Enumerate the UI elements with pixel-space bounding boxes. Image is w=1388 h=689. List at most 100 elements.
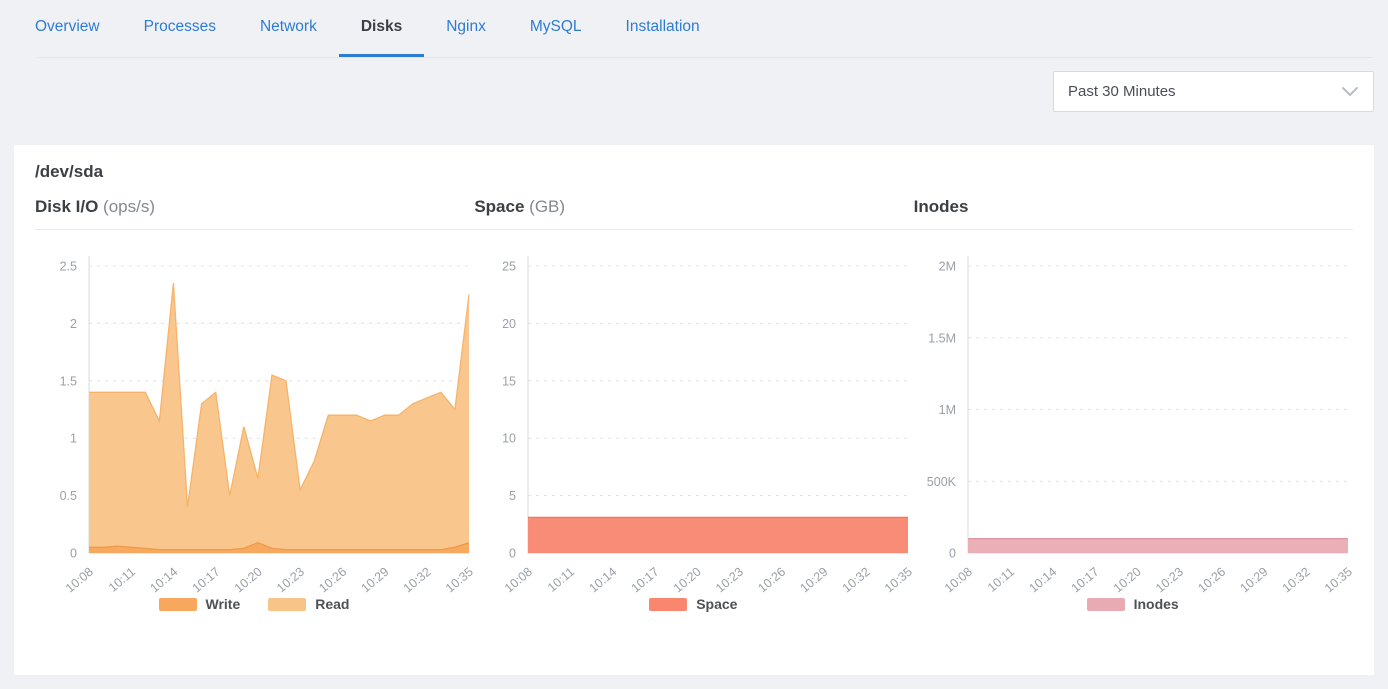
y-axis-tick-label: 500K (926, 475, 956, 489)
area-fill-write (89, 542, 469, 553)
tab-label: Installation (625, 18, 700, 35)
tab-bar-divider (38, 57, 1372, 58)
x-axis-tick-label: 10:23 (274, 565, 307, 594)
x-axis-tick-label: 10:26 (1195, 565, 1228, 594)
x-axis-tick-label: 10:29 (359, 565, 392, 594)
tab-disks[interactable]: Disks (338, 0, 425, 57)
legend-label: Read (315, 596, 350, 612)
x-axis-tick-label: 10:17 (190, 565, 223, 594)
time-range-select[interactable]: Past 30 Minutes (1053, 71, 1374, 112)
space-chart-legend: Space (474, 596, 912, 612)
chart-title-text: Space (474, 197, 525, 216)
disk-card-title: /dev/sda (35, 162, 104, 181)
inodes-chart-legend: Inodes (914, 596, 1352, 612)
legend-item-read: Read (268, 596, 349, 612)
x-axis-tick-label: 10:17 (629, 565, 662, 594)
x-axis-tick-label: 10:23 (713, 565, 746, 594)
tab-network[interactable]: Network (238, 0, 339, 57)
space-chart[interactable]: 0 5 10 15 20 25 10:08 10:11 10:14 10:17 10:20 10:23… (474, 242, 915, 595)
area-line-write (89, 541, 470, 551)
charts-row: 0 0.5 1 1.5 2 2.5 10:08 10:11 10:14 10:17 10:20 10:… (35, 242, 1355, 612)
x-axis-tick-label: 10:35 (882, 565, 912, 594)
x-axis-tick-label: 10:23 (1153, 565, 1186, 594)
area-fill-inodes (967, 538, 1348, 553)
x-axis-tick-label: 10:17 (1068, 565, 1101, 594)
x-axis-tick-label: 10:32 (840, 565, 873, 594)
x-axis-tick-label: 10:11 (106, 565, 138, 594)
chart-canvas: 0 500K 1M 1.5M 2M 10:08 10:11 10:14 10:17 10:20 10… (926, 256, 1355, 595)
inodes-chart-column: 0 500K 1M 1.5M 2M 10:08 10:11 10:14 10:17 10:20 10… (914, 242, 1355, 612)
legend-item-space: Space (649, 596, 737, 612)
card-divider (35, 229, 1353, 230)
tab-label: Nginx (446, 18, 486, 35)
legend-swatch (158, 597, 197, 611)
chart-titles-row: Disk I/O (ops/s) Space (GB) Inodes (35, 197, 1353, 217)
disk-io-chart[interactable]: 0 0.5 1 1.5 2 2.5 10:08 10:11 10:14 10:17 10:20 10:… (35, 242, 476, 595)
legend-item-inodes: Inodes (1086, 596, 1179, 612)
chart-title-unit: (GB) (529, 197, 566, 216)
top-tab-bar: Overview Processes Network Disks Nginx M… (0, 0, 1388, 57)
legend-item-write: Write (158, 596, 241, 612)
chart-canvas: 0 0.5 1 1.5 2 2.5 10:08 10:11 10:14 10:17 10:20 10:… (60, 256, 476, 595)
legend-swatch (1086, 597, 1125, 611)
x-axis-tick-label: 10:11 (545, 565, 577, 594)
tab-label: MySQL (529, 18, 582, 35)
chart-canvas: 0 5 10 15 20 25 10:08 10:11 10:14 10:17 10:20 10:23… (502, 256, 915, 595)
y-axis-tick-label: 1M (938, 403, 955, 417)
x-axis-tick-label: 10:32 (401, 565, 434, 594)
x-axis-tick-label: 10:29 (1237, 565, 1270, 594)
y-axis-tick-label: 2 (70, 317, 77, 331)
tab-processes[interactable]: Processes (122, 0, 238, 57)
x-axis-tick-label: 10:08 (502, 565, 535, 594)
x-axis-tick-label: 10:08 (63, 565, 96, 594)
legend-swatch (649, 597, 688, 611)
x-axis-tick-label: 10:32 (1279, 565, 1312, 594)
tab-nginx[interactable]: Nginx (424, 0, 508, 57)
tab-label: Processes (143, 18, 216, 35)
y-axis-tick-label: 2M (938, 260, 955, 274)
y-axis-tick-label: 0 (949, 547, 956, 561)
x-axis-tick-label: 10:29 (798, 565, 831, 594)
x-axis-tick-label: 10:11 (985, 565, 1017, 594)
y-axis-tick-label: 1 (70, 432, 77, 446)
x-axis-tick-label: 10:14 (1026, 565, 1059, 594)
x-axis-tick-label: 10:20 (232, 565, 265, 594)
tab-overview[interactable]: Overview (13, 0, 122, 57)
x-axis-tick-label: 10:14 (147, 565, 180, 594)
chart-title-text: Disk I/O (35, 197, 99, 216)
x-axis-tick-label: 10:20 (671, 565, 704, 594)
chart-title-text: Inodes (913, 197, 969, 216)
tab-label: Overview (35, 18, 100, 35)
y-axis-tick-label: 25 (502, 260, 516, 274)
space-chart-title: Space (GB) (474, 197, 913, 217)
chevron-down-icon (1342, 86, 1358, 96)
y-axis-tick-label: 1.5 (60, 374, 77, 388)
tab-mysql[interactable]: MySQL (508, 0, 604, 57)
area-line-read (89, 283, 470, 508)
x-axis-tick-label: 10:20 (1111, 565, 1144, 594)
inodes-chart[interactable]: 0 500K 1M 1.5M 2M 10:08 10:11 10:14 10:17 10:20 10… (914, 242, 1355, 595)
x-axis-tick-label: 10:08 (942, 565, 975, 594)
x-axis-tick-label: 10:14 (587, 565, 620, 594)
x-axis-tick-label: 10:26 (316, 565, 349, 594)
disk-io-chart-column: 0 0.5 1 1.5 2 2.5 10:08 10:11 10:14 10:17 10:20 10:… (35, 242, 476, 612)
legend-label: Inodes (1133, 596, 1179, 612)
tab-label: Disks (360, 18, 403, 35)
y-axis-tick-label: 0 (509, 547, 516, 561)
area-fill-read (89, 283, 469, 553)
time-range-value: Past 30 Minutes (1068, 83, 1176, 100)
y-axis-tick-label: 15 (502, 374, 516, 388)
x-axis-tick-label: 10:35 (443, 565, 473, 594)
disk-io-chart-legend: Write Read (35, 596, 473, 612)
x-axis-tick-label: 10:26 (756, 565, 789, 594)
tab-label: Network (259, 18, 317, 35)
legend-label: Write (205, 596, 241, 612)
y-axis-tick-label: 0 (70, 547, 77, 561)
y-axis-tick-label: 0.5 (60, 489, 77, 503)
y-axis-tick-label: 10 (502, 432, 516, 446)
legend-swatch (268, 597, 307, 611)
disk-card: /dev/sda Disk I/O (ops/s) Space (GB) Ino… (14, 145, 1374, 675)
chart-title-unit: (ops/s) (103, 197, 156, 216)
y-axis-tick-label: 20 (502, 317, 516, 331)
tab-installation[interactable]: Installation (604, 0, 722, 57)
